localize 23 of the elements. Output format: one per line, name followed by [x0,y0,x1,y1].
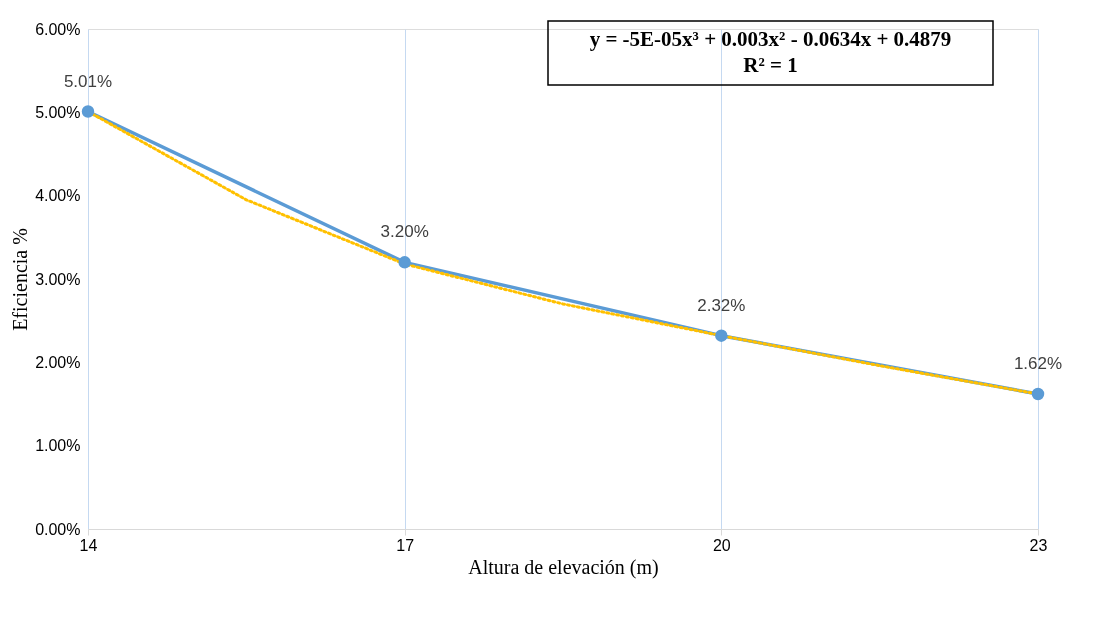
point [1031,387,1045,401]
annotation: y = -5E-05x³ + 0.003x² - 0.0634x + 0.4879 [589,27,952,51]
point [81,105,95,118]
annotation: R² = 1 [743,53,798,77]
data-label: 3.20% [380,222,429,242]
x-tick-label: 14 [79,536,98,554]
y-tick-label: 6.00% [35,20,81,38]
x-tick-label: 20 [712,536,731,554]
point [398,256,411,269]
data-label: 1.62% [1013,354,1063,373]
y-tick-label: 3.00% [35,270,81,288]
y-tick-label: 1.00% [35,437,81,455]
y-axis-title: Eficiencia % [9,228,32,331]
data-label: 2.32% [697,295,746,315]
x-tick-label: 17 [396,536,415,554]
x-axis-title: Altura de elevación (m) [468,555,659,579]
y-tick-label: 0.00% [35,520,81,538]
point [715,329,728,342]
y-tick-label: 4.00% [35,187,81,205]
y-tick-label: 2.00% [35,353,81,371]
x-tick-label: 23 [1029,536,1048,554]
y-tick-label: 5.00% [35,103,81,121]
data-label: 5.01% [63,71,113,91]
